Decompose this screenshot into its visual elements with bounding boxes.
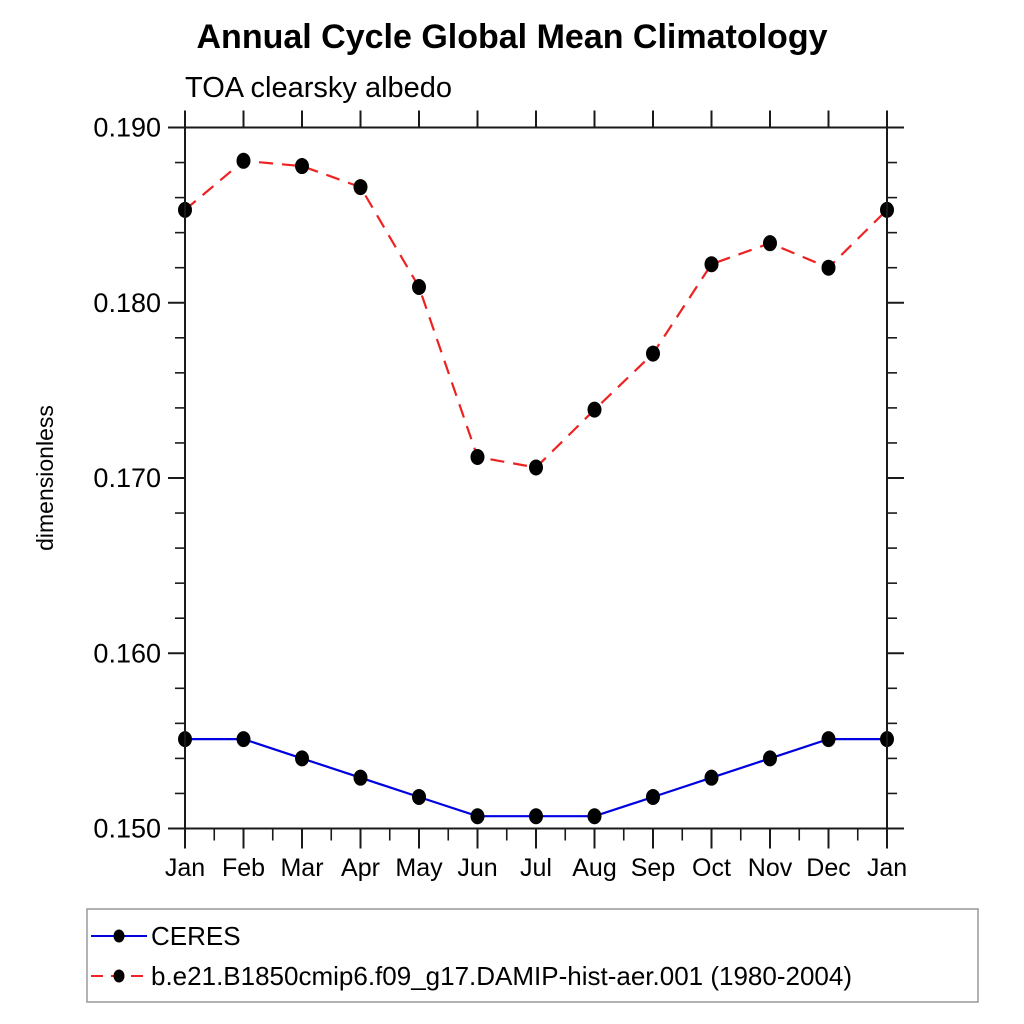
y-tick-label: 0.190 xyxy=(93,113,161,143)
x-tick-label: Aug xyxy=(572,854,616,882)
x-tick-label: Apr xyxy=(341,854,380,882)
data-point-marker xyxy=(821,259,836,276)
data-point-marker xyxy=(587,808,602,825)
data-series xyxy=(178,152,894,825)
data-point-marker xyxy=(412,278,426,295)
data-point-marker xyxy=(763,235,777,252)
legend-marker xyxy=(113,969,125,983)
x-tick-label: Jan xyxy=(867,854,907,882)
chart-subtitle: TOA clearsky albedo xyxy=(185,72,452,104)
axis-ticks: 0.150 0.160 0.170 0.180 0.190 Jan Feb Mar Apr May… xyxy=(93,110,907,882)
legend-box xyxy=(86,908,979,1003)
data-point-marker xyxy=(646,345,660,362)
data-point-marker xyxy=(529,808,543,825)
data-point-marker xyxy=(236,152,251,169)
data-point-marker xyxy=(529,459,543,476)
data-point-marker xyxy=(470,808,485,825)
x-tick-label: Feb xyxy=(222,854,265,882)
data-point-marker xyxy=(470,448,485,465)
data-point-marker xyxy=(236,731,251,748)
data-point-marker xyxy=(704,256,719,273)
legend-label-ceres: CERES xyxy=(151,921,241,951)
y-tick-label: 0.150 xyxy=(93,814,161,844)
legend-sample-model xyxy=(91,969,147,983)
data-point-marker xyxy=(412,788,426,805)
series-line-1 xyxy=(184,159,888,469)
y-tick-label: 0.180 xyxy=(93,288,161,318)
series-line-0 xyxy=(185,737,887,818)
y-tick-label: 0.160 xyxy=(93,638,161,668)
data-point-marker xyxy=(646,788,660,805)
legend: CERES b.e21.B1850cmip6.f09_g17.DAMIP-his… xyxy=(86,908,979,1003)
legend-label-model: b.e21.B1850cmip6.f09_g17.DAMIP-hist-aer.… xyxy=(151,961,852,991)
x-tick-label: Sep xyxy=(631,854,675,882)
x-tick-label: Oct xyxy=(692,854,731,882)
data-point-marker xyxy=(353,769,368,786)
x-tick-label: Mar xyxy=(280,854,323,882)
y-tick-label: 0.170 xyxy=(93,463,161,493)
data-point-marker xyxy=(295,750,309,767)
x-tick-label: Jun xyxy=(457,854,497,882)
chart-title: Annual Cycle Global Mean Climatology xyxy=(197,18,828,56)
data-point-marker xyxy=(763,750,777,767)
data-point-marker xyxy=(295,158,309,175)
x-tick-label: May xyxy=(395,854,443,882)
x-tick-label: Jul xyxy=(520,854,552,882)
x-tick-label: Dec xyxy=(806,854,850,882)
x-tick-label: Jan xyxy=(165,854,205,882)
data-point-marker xyxy=(353,179,368,196)
data-point-marker xyxy=(821,731,836,748)
plot-frame xyxy=(184,126,888,830)
x-tick-label: Nov xyxy=(748,854,793,882)
legend-sample-ceres xyxy=(91,929,147,943)
legend-marker xyxy=(113,929,125,943)
data-point-marker xyxy=(587,401,602,418)
y-axis-label: dimensionless xyxy=(32,405,58,551)
data-point-marker xyxy=(704,769,719,786)
